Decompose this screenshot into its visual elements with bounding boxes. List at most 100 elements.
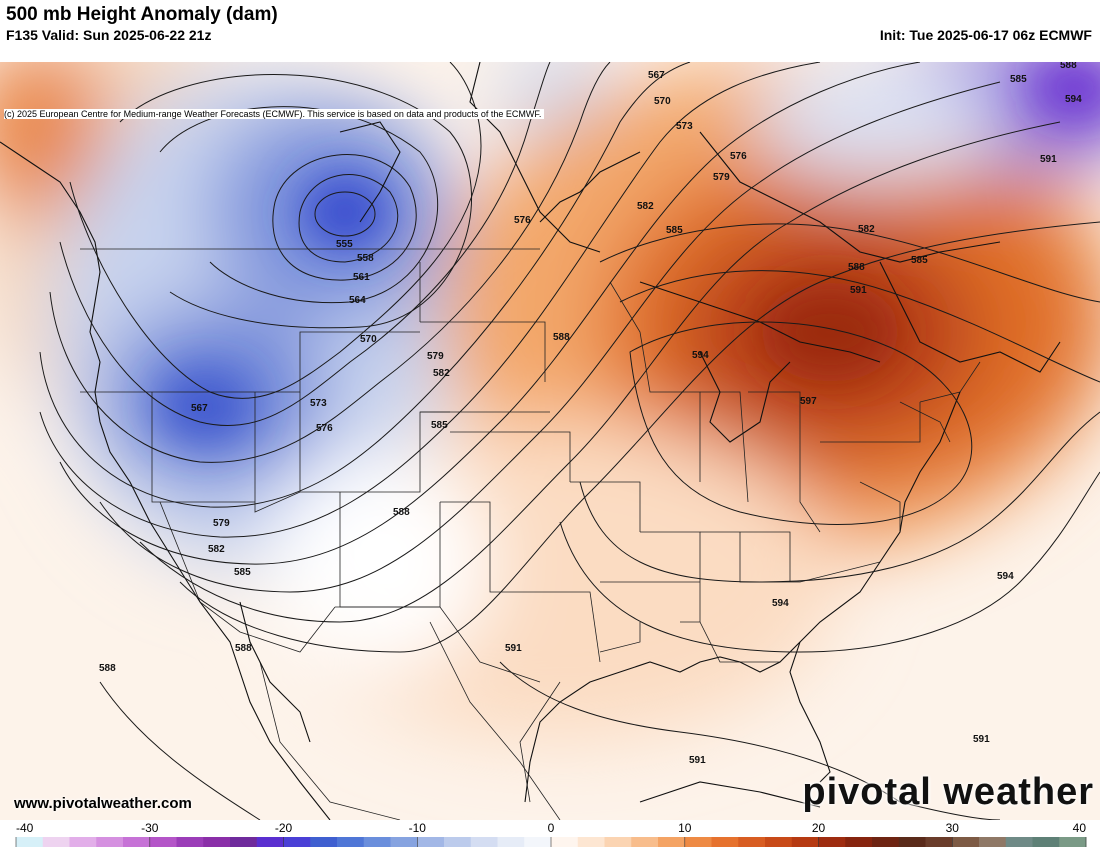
contour-labels: 555 558 561 564 567 567 570 570 573 573 … [99,62,1082,766]
colorbar-swatch [310,837,338,847]
contour-label: 576 [316,423,333,434]
contour-label: 588 [235,643,252,654]
colorbar-swatch [738,837,766,847]
contour-label: 555 [336,239,353,250]
colorbar-tick-label: -40 [16,821,34,835]
colorbar-tick-label: 10 [678,821,692,835]
data-credit: (c) 2025 European Centre for Medium-rang… [4,109,545,119]
contour-label: 591 [973,734,990,745]
colorbar-swatch [96,837,124,847]
colorbar-tick-label: 20 [812,821,826,835]
contour-label: 588 [553,332,570,343]
colorbar-tick-label: 0 [548,821,555,835]
contour-label: 585 [234,567,251,578]
contour-label: 588 [1060,62,1077,71]
colorbar-swatches [16,837,1087,847]
contour-label: 564 [349,295,366,306]
contour-label: 594 [1065,94,1082,105]
contour-label: 576 [730,151,747,162]
colorbar-swatch [631,837,659,847]
colorbar-tick-label: -20 [275,821,293,835]
colorbar-swatch [256,837,284,847]
map-canvas: 555 558 561 564 567 567 570 570 573 573 … [0,62,1100,820]
colorbar-swatch [283,837,311,847]
colorbar-swatch [149,837,177,847]
colorbar-swatch [577,837,605,847]
contour-label: 585 [666,225,683,236]
contour-label: 582 [637,201,654,212]
colorbar-swatch [551,837,579,847]
colorbar-swatch [16,837,44,847]
contour-label: 591 [689,755,706,766]
colorbar-tick-label: 40 [1073,821,1087,835]
init-time: Init: Tue 2025-06-17 06z ECMWF [879,27,1092,43]
contour-label: 585 [911,255,928,266]
colorbar-swatch [363,837,391,847]
coastlines [0,62,1061,820]
colorbar-swatch [791,837,819,847]
colorbar-swatch [845,837,873,847]
height-contours [39,62,1100,820]
anomaly-map[interactable]: 555 558 561 564 567 567 570 570 573 573 … [0,62,1100,820]
colorbar-swatch [925,837,953,847]
colorbar-swatch [765,837,793,847]
colorbar-swatch [1032,837,1060,847]
colorbar-ticks: -40 -30 -20 -10 0 10 20 30 40 [15,821,1087,847]
colorbar-tick-label: 30 [946,821,960,835]
contour-label: 570 [360,334,377,345]
colorbar-swatch [69,837,97,847]
colorbar-swatch [952,837,980,847]
contour-label: 576 [514,215,531,226]
colorbar-swatch [818,837,846,847]
colorbar-swatch [230,837,258,847]
colorbar-swatch [203,837,231,847]
contour-label: 567 [191,403,208,414]
contour-label: 579 [213,518,230,529]
map-header: 500 mb Height Anomaly (dam) F135 Valid: … [0,0,1100,62]
colorbar-swatch [497,837,525,847]
colorbar-swatch [417,837,445,847]
contour-label: 591 [505,643,522,654]
colorbar-canvas: -40 -30 -20 -10 0 10 20 30 40 [15,821,1087,847]
valid-time: F135 Valid: Sun 2025-06-22 21z [6,27,212,43]
colorbar-swatch [390,837,418,847]
colorbar-swatch [337,837,365,847]
colorbar-swatch [42,837,70,847]
contour-label: 561 [353,272,370,283]
contour-label: 582 [433,368,450,379]
contour-label: 573 [310,398,327,409]
contour-label: 573 [676,121,693,132]
colorbar-swatch [684,837,712,847]
contour-label: 591 [1040,154,1057,165]
contour-label: 597 [800,396,817,407]
contour-label: 582 [858,224,875,235]
colorbar-swatch [123,837,151,847]
contour-label: 588 [99,663,116,674]
contour-label: 594 [772,598,789,609]
colorbar-swatch [711,837,739,847]
contour-label: 570 [654,96,671,107]
colorbar-tick-label: -30 [141,821,159,835]
contour-label: 588 [848,262,865,273]
colorbar-swatch [898,837,926,847]
contour-label: 582 [208,544,225,555]
colorbar-swatch [872,837,900,847]
map-title: 500 mb Height Anomaly (dam) [6,4,278,25]
colorbar-swatch [979,837,1007,847]
colorbar-swatch [604,837,632,847]
colorbar-swatch [444,837,472,847]
anomaly-shading [0,62,1100,820]
contour-label: 558 [357,253,374,264]
pivotal-weather-logo: pivotal weather [802,771,1094,813]
colorbar-swatch [176,837,204,847]
contour-label: 567 [648,70,665,81]
colorbar-tick-label: -10 [409,821,427,835]
contour-label: 585 [1010,74,1027,85]
contour-label: 585 [431,420,448,431]
contour-label: 591 [850,285,867,296]
website-link[interactable]: www.pivotalweather.com [14,795,192,812]
contour-label: 579 [427,351,444,362]
colorbar-swatch [1005,837,1033,847]
colorbar-swatch [470,837,498,847]
contour-label: 594 [997,571,1014,582]
